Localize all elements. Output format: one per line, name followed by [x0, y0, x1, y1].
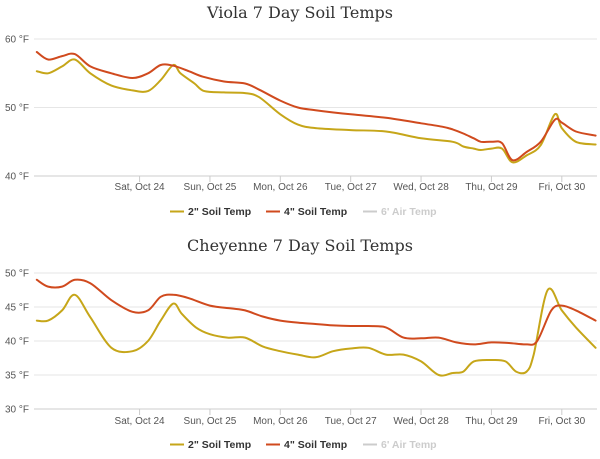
viola-chart-panel: Viola 7 Day Soil Temps 40 °F 50 °F 60 °F Sat…	[0, 0, 600, 229]
cheyenne-legend-item-2[interactable]: 4" Soil Temp	[266, 439, 347, 451]
cheyenne-legend-label: 6' Air Temp	[381, 439, 437, 451]
cheyenne-y-tick-label: 40 °F	[5, 337, 29, 348]
cheyenne-x-tick-label: Fri, Oct 30	[538, 416, 585, 427]
cheyenne-x-tick-label: Tue, Oct 27	[325, 416, 377, 427]
viola-x-tick-label: Mon, Oct 26	[253, 182, 308, 193]
cheyenne-y-tick-label: 45 °F	[5, 303, 29, 314]
viola-x-tick-label: Tue, Oct 27	[325, 182, 377, 193]
cheyenne-y-tick-label: 30 °F	[5, 405, 29, 416]
viola-x-tick-label: Wed, Oct 28	[393, 182, 449, 193]
cheyenne-x-tick-label: Mon, Oct 26	[253, 416, 308, 427]
viola-legend-label: 6' Air Temp	[381, 206, 437, 218]
cheyenne-legend-item-1[interactable]: 2" Soil Temp	[170, 439, 251, 451]
viola-legend-item-1[interactable]: 2" Soil Temp	[170, 206, 251, 218]
cheyenne-y-tick-label: 50 °F	[5, 269, 29, 280]
cheyenne-x-tick-label: Sat, Oct 24	[115, 416, 165, 427]
cheyenne-legend-label: 4" Soil Temp	[284, 439, 347, 451]
cheyenne-x-tick-label: Sun, Oct 25	[184, 416, 237, 427]
cheyenne-chart-panel: Cheyenne 7 Day Soil Temps 30 °F 35 °F 40 °F…	[0, 229, 600, 459]
viola-legend-label: 4" Soil Temp	[284, 206, 347, 218]
viola-chart: Viola 7 Day Soil Temps 40 °F 50 °F 60 °F Sat…	[5, 3, 597, 218]
cheyenne-x-tick-label: Thu, Oct 29	[465, 416, 518, 427]
cheyenne-series-line-2	[35, 278, 597, 346]
viola-y-tick-label: 50 °F	[5, 103, 29, 114]
viola-x-tick-label: Fri, Oct 30	[538, 182, 585, 193]
cheyenne-legend-label: 2" Soil Temp	[188, 439, 251, 451]
cheyenne-legend-item-3[interactable]: 6' Air Temp	[363, 439, 437, 451]
cheyenne-x-tick-label: Wed, Oct 28	[393, 416, 449, 427]
viola-x-tick-label: Thu, Oct 29	[465, 182, 518, 193]
viola-legend-item-2[interactable]: 4" Soil Temp	[266, 206, 347, 218]
viola-series-line-1	[35, 58, 597, 164]
viola-y-tick-label: 60 °F	[5, 35, 29, 46]
viola-legend-label: 2" Soil Temp	[188, 206, 251, 218]
viola-y-tick-label: 40 °F	[5, 172, 29, 183]
cheyenne-series-line-1	[35, 287, 597, 377]
viola-chart-title: Viola 7 Day Soil Temps	[206, 3, 393, 22]
viola-legend-item-3[interactable]: 6' Air Temp	[363, 206, 437, 218]
viola-x-tick-label: Sun, Oct 25	[184, 182, 237, 193]
cheyenne-chart-title: Cheyenne 7 Day Soil Temps	[187, 236, 413, 255]
cheyenne-y-tick-label: 35 °F	[5, 371, 29, 382]
cheyenne-chart: Cheyenne 7 Day Soil Temps 30 °F 35 °F 40 °F…	[5, 236, 597, 451]
viola-series-line-2	[35, 51, 597, 162]
viola-x-tick-label: Sat, Oct 24	[115, 182, 165, 193]
